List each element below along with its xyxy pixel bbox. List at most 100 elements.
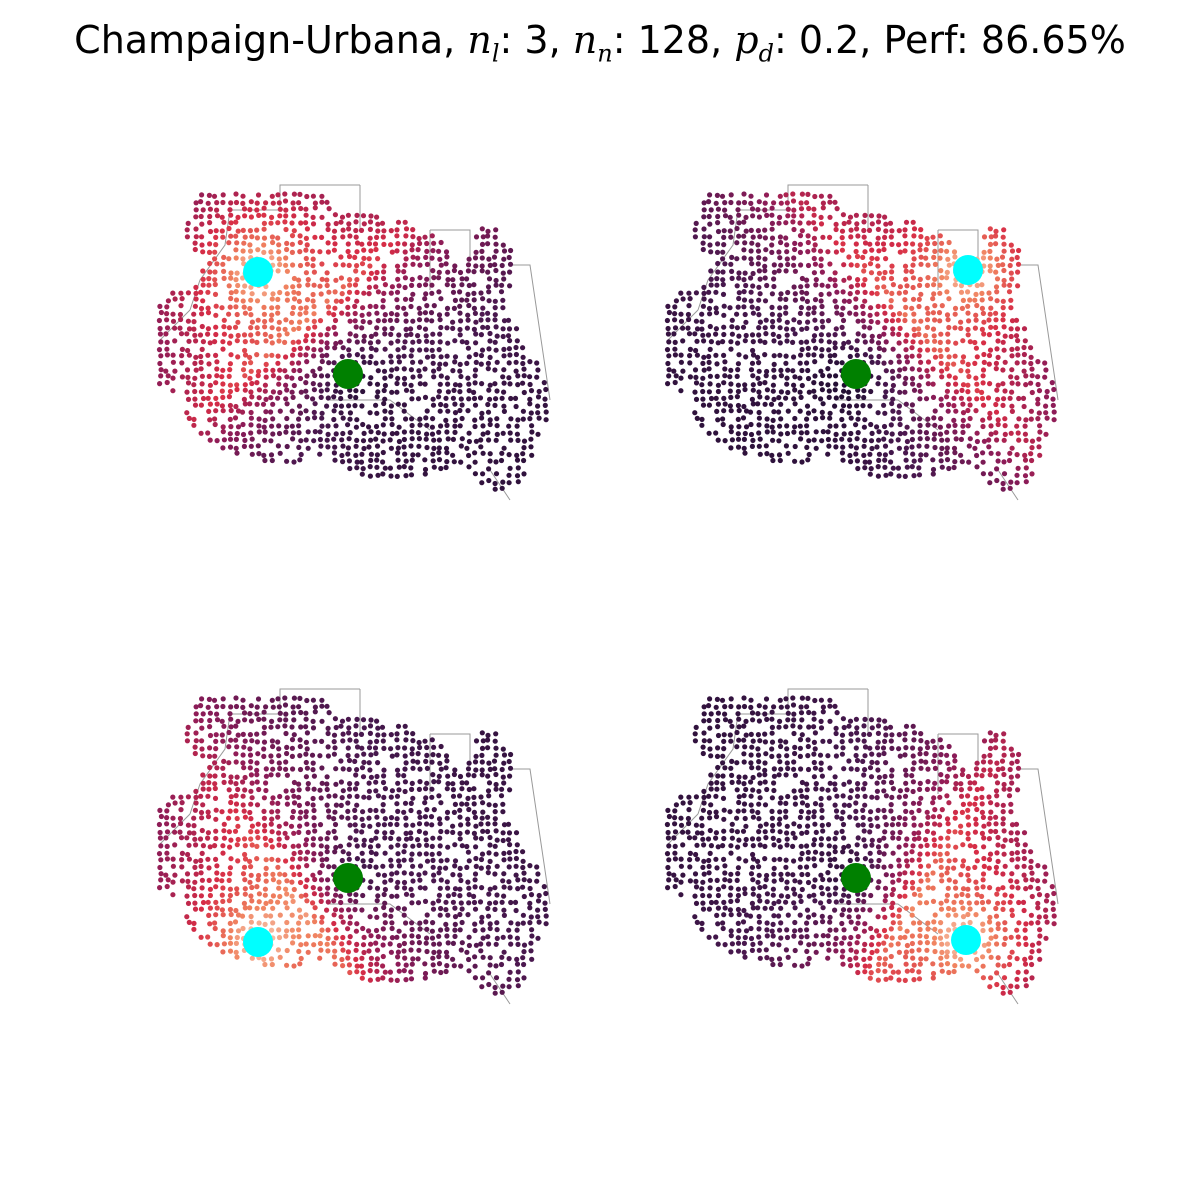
network-node	[1015, 269, 1021, 275]
network-node	[742, 886, 748, 892]
network-node	[757, 291, 763, 297]
network-node	[380, 359, 386, 365]
network-node	[458, 877, 464, 884]
network-node	[221, 758, 227, 764]
network-node	[756, 430, 762, 436]
network-node	[958, 283, 964, 289]
network-node	[374, 310, 380, 316]
network-node	[910, 296, 917, 302]
network-node	[430, 955, 436, 961]
network-node	[347, 282, 353, 288]
network-node	[478, 821, 484, 827]
network-node	[748, 871, 755, 877]
network-node	[1007, 485, 1013, 491]
network-node	[946, 239, 952, 246]
network-node	[444, 879, 450, 885]
network-node	[358, 227, 365, 233]
network-node	[198, 213, 204, 220]
network-node	[680, 296, 686, 302]
network-node	[714, 408, 720, 414]
network-node	[289, 408, 295, 414]
network-node	[366, 928, 372, 934]
network-node	[402, 262, 408, 268]
network-node	[340, 430, 346, 437]
network-node	[701, 711, 707, 717]
network-node	[331, 450, 337, 456]
network-node	[408, 382, 414, 388]
network-node	[741, 219, 747, 225]
network-node	[720, 256, 726, 262]
network-node	[847, 452, 853, 459]
network-node	[771, 374, 777, 380]
network-node	[346, 757, 353, 764]
network-node	[1009, 403, 1015, 409]
network-node	[233, 297, 240, 303]
network-node	[678, 290, 684, 296]
network-node	[372, 745, 379, 751]
network-node	[993, 401, 999, 408]
network-node	[394, 731, 400, 737]
network-node	[1015, 261, 1022, 267]
network-node	[791, 858, 797, 864]
network-node	[764, 716, 770, 722]
network-node	[1021, 359, 1027, 365]
network-node	[340, 443, 346, 449]
network-node	[806, 220, 812, 226]
network-node	[291, 382, 297, 389]
network-node	[193, 367, 199, 373]
network-node	[492, 738, 498, 744]
network-node	[200, 899, 207, 906]
network-node	[1022, 473, 1029, 479]
network-node	[354, 781, 360, 787]
network-node	[485, 360, 491, 366]
network-node	[198, 430, 204, 436]
network-node	[694, 856, 700, 862]
network-node	[436, 961, 443, 967]
network-node	[995, 382, 1001, 388]
network-node	[770, 417, 776, 423]
network-node	[819, 347, 825, 353]
network-node	[192, 892, 198, 899]
network-node	[227, 402, 233, 409]
network-node	[930, 471, 936, 477]
network-node	[283, 759, 289, 765]
network-node	[785, 389, 791, 396]
network-node	[445, 773, 451, 779]
network-node	[443, 899, 449, 905]
network-nodes	[664, 695, 1057, 996]
network-node	[1028, 345, 1034, 351]
network-node	[790, 191, 796, 197]
network-node	[931, 415, 937, 421]
network-node	[424, 858, 431, 864]
network-node	[374, 457, 380, 463]
network-node	[347, 822, 353, 828]
network-node	[275, 443, 281, 449]
network-node	[729, 219, 735, 225]
network-node	[361, 837, 367, 843]
network-node	[242, 738, 248, 744]
network-node	[283, 858, 289, 864]
network-node	[699, 886, 705, 892]
network-node	[987, 248, 993, 254]
network-node	[291, 228, 297, 234]
network-node	[332, 821, 339, 828]
network-node	[951, 464, 957, 471]
network-node	[867, 346, 873, 352]
network-node	[472, 975, 478, 981]
network-node	[338, 914, 344, 920]
network-node	[728, 696, 734, 702]
network-node	[276, 326, 282, 332]
network-node	[946, 262, 952, 268]
road-edge-path	[159, 184, 551, 501]
network-node	[429, 928, 435, 934]
network-node	[861, 394, 867, 401]
network-node	[233, 191, 239, 197]
network-node	[192, 402, 199, 408]
network-node	[436, 269, 442, 275]
network-node	[965, 389, 971, 395]
network-node	[227, 711, 233, 717]
network-node	[324, 856, 330, 862]
network-node	[256, 451, 262, 457]
network-node	[748, 200, 754, 206]
network-node	[311, 942, 317, 948]
